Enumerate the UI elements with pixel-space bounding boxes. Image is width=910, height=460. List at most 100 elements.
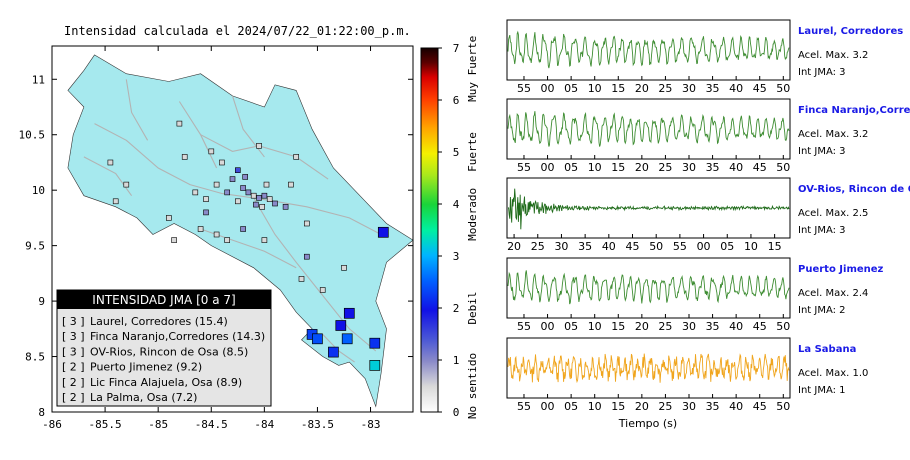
- waveform-tick-label: 20: [635, 320, 649, 333]
- station-marker: [266, 196, 273, 202]
- waveform-tick-label: 00: [541, 400, 555, 413]
- colorbar-tick-label: 5: [453, 146, 460, 159]
- waveform-tick-label: 35: [706, 320, 720, 333]
- waveform-panels: 55 00 05 10 15 20 25 30 35 40 45 50 Laurel, Corredor…: [506, 19, 910, 413]
- waveform-trace: [507, 353, 790, 384]
- waveform-tick-label: 55: [517, 82, 531, 95]
- station-marker: [245, 189, 252, 196]
- legend-item-intensity: [ 3 ]: [62, 315, 85, 328]
- colorbar-tick-label: 6: [453, 94, 460, 107]
- waveform-tick-label: 40: [729, 161, 743, 174]
- waveform-tick-label: 50: [649, 240, 663, 253]
- waveform-tick-label: 25: [658, 400, 672, 413]
- colorbar-tick-label: 7: [453, 42, 460, 55]
- station-marker: [224, 189, 230, 196]
- waveform-tick-label: 00: [541, 320, 555, 333]
- station-marker: [261, 192, 268, 199]
- station-acel-max: Acel. Max. 2.4: [798, 288, 868, 299]
- station-marker: [288, 181, 294, 188]
- station-markers: [107, 120, 389, 371]
- station-marker: [197, 226, 204, 232]
- waveform-trace: [507, 30, 790, 69]
- waveform-tick-label: 55: [517, 161, 531, 174]
- waveform-tick-label: 55: [517, 400, 531, 413]
- intensity-legend: INTENSIDAD JMA [0 a 7] [ 3 ] Laurel, Corr…: [56, 289, 272, 407]
- x-tick-label: -84.5: [195, 418, 228, 431]
- waveform-tick-label: 00: [541, 82, 555, 95]
- waveform-panel: 55 00 05 10 15 20 25 30 35 40 45 50 Laurel, Corredor…: [506, 19, 903, 95]
- colorbar-gradient: [420, 47, 439, 413]
- station-marker: [112, 198, 119, 205]
- waveform-tick-label: 40: [602, 240, 616, 253]
- waveform-trace: [507, 188, 790, 230]
- waveform-tick-label: 15: [611, 400, 625, 413]
- waveform-tick-label: 05: [564, 82, 578, 95]
- station-marker-strong: [341, 333, 353, 345]
- station-acel-max: Acel. Max. 1.0: [798, 368, 868, 379]
- y-tick-label: 10: [32, 184, 45, 197]
- station-name: La Sabana: [798, 344, 856, 355]
- station-marker-strong: [312, 333, 323, 345]
- y-tick-label: 9.5: [25, 240, 45, 253]
- waveform-tick-label: 40: [729, 320, 743, 333]
- y-tick-label: 8: [38, 406, 45, 419]
- colorbar-category-label: Fuerte: [466, 132, 479, 172]
- station-marker: [319, 287, 326, 293]
- colorbar-tick-label: 4: [453, 198, 460, 211]
- station-marker: [298, 276, 305, 282]
- legend-item-intensity: [ 2 ]: [62, 376, 85, 389]
- road-4: [178, 101, 218, 169]
- legend-item-label: OV-Rios, Rincon de Osa (8.5): [90, 345, 248, 358]
- station-int-jma: Int JMA: 3: [798, 225, 846, 236]
- legend-item-intensity: [ 3 ]: [62, 345, 85, 358]
- waveform-tick-label: 30: [682, 320, 696, 333]
- station-marker: [176, 120, 183, 127]
- station-name: Finca Naranjo,Corredores: [798, 105, 910, 116]
- station-marker: [181, 154, 188, 160]
- waveform-tick-label: 15: [611, 82, 625, 95]
- legend-item-label: Lic Finca Alajuela, Osa (8.9): [90, 376, 242, 389]
- waveform-panel: 55 00 05 10 15 20 25 30 35 40 45 50 Finca Naranjo,Co…: [506, 98, 910, 174]
- station-marker: [229, 176, 236, 182]
- waveform-tick-label: 25: [658, 320, 672, 333]
- intensity-colorbar: 0 1 2 3 4 5 6 7 No sentido Debil Moderado Fuerte Mu…: [420, 36, 479, 419]
- station-acel-max: Acel. Max. 2.5: [798, 208, 868, 219]
- station-marker: [235, 167, 241, 173]
- station-marker-strong: [343, 307, 355, 319]
- station-int-jma: Int JMA: 3: [798, 146, 846, 157]
- station-marker: [213, 231, 220, 238]
- waveform-tick-label: 30: [682, 161, 696, 174]
- legend-item-intensity: [ 2 ]: [62, 361, 85, 374]
- waveform-tick-label: 50: [776, 161, 790, 174]
- station-marker: [219, 159, 225, 166]
- waveform-tick-label: 55: [673, 240, 687, 253]
- waveform-tick-label: 10: [588, 161, 602, 174]
- waveform-tick-label: 10: [588, 82, 602, 95]
- waveform-tick-label: 15: [611, 161, 625, 174]
- station-marker: [107, 159, 114, 166]
- colorbar-category-label: No sentido: [466, 353, 479, 419]
- waveform-trace: [507, 270, 790, 305]
- station-marker: [203, 209, 209, 216]
- waveform-tick-label: 20: [635, 161, 649, 174]
- waveform-tick-label: 25: [658, 161, 672, 174]
- waveform-tick-label: 35: [578, 240, 592, 253]
- waveform-tick-label: 45: [626, 240, 640, 253]
- waveform-tick-label: 35: [706, 82, 720, 95]
- station-marker: [263, 181, 270, 188]
- x-tick-label: -86: [42, 418, 62, 431]
- station-marker: [282, 204, 289, 210]
- station-marker: [171, 237, 177, 243]
- legend-item-label: Laurel, Corredores (15.4): [90, 315, 228, 328]
- y-tick-label: 11: [32, 73, 45, 86]
- station-marker: [259, 204, 266, 210]
- map-frame: [51, 45, 414, 413]
- waveform-tick-label: 50: [776, 400, 790, 413]
- road-0: [94, 123, 382, 235]
- waveform-tick-label: 35: [706, 161, 720, 174]
- station-marker: [213, 181, 220, 188]
- colorbar-tick-label: 0: [453, 406, 460, 419]
- station-marker: [240, 226, 246, 232]
- station-marker: [203, 196, 209, 202]
